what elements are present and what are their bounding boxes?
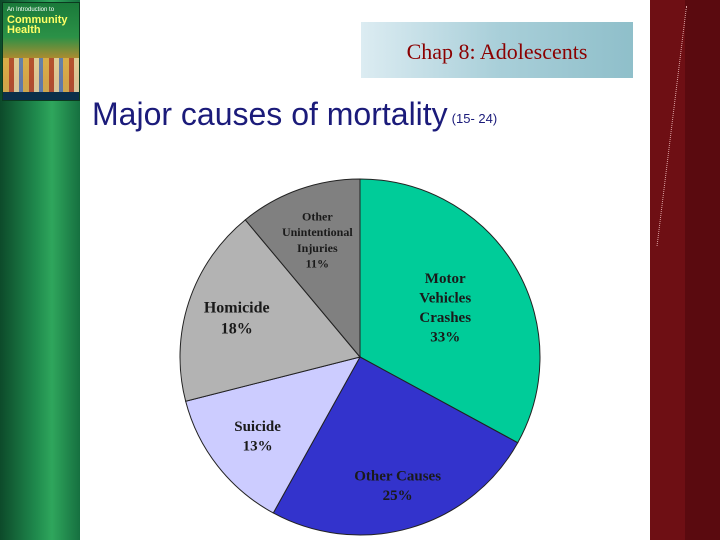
book-cover-image: An Introduction to Community Health	[2, 2, 80, 101]
pie-slice-label-line: Crashes	[419, 310, 471, 326]
pie-slice	[244, 178, 361, 359]
pie-slice-label: Motor Vehicles Crashes 33%	[419, 271, 471, 346]
book-cover-illustration	[3, 58, 79, 92]
pie-slice-value: 25%	[383, 488, 413, 504]
pie-slice-label-line: Other	[302, 210, 333, 224]
chapter-title-box: Chap 8: Adolescents	[361, 22, 633, 78]
pie-slice-label: Suicide 13%	[234, 419, 281, 455]
pie-slice-label-line: Suicide	[234, 419, 281, 435]
pie-slice	[359, 178, 541, 444]
pie-slice-value: 18%	[221, 320, 253, 337]
pie-slice-value: 11%	[306, 256, 329, 270]
pie-slice-label-line: Unintentional	[282, 225, 353, 239]
book-title-line1: Community	[7, 14, 68, 26]
book-subtitle: An Introduction to	[7, 7, 55, 13]
slide-heading-text: Major causes of mortality	[92, 96, 448, 132]
pie-slice-label-line: Injuries	[297, 241, 338, 255]
pie-slice-value: 13%	[243, 439, 273, 455]
pie-slice	[185, 356, 362, 514]
slide-heading: Major causes of mortality (15- 24)	[92, 96, 497, 133]
book-title-line2: Health	[7, 24, 41, 36]
pie-slice-label: Other Causes 25%	[354, 469, 441, 505]
chapter-title: Chap 8: Adolescents	[406, 39, 588, 64]
pie-slice-label: Homicide 18%	[204, 300, 270, 338]
pie-slice-label-line: Vehicles	[419, 291, 471, 307]
pie-slice-label-line: Other Causes	[354, 469, 441, 485]
pie-slice-label: Other Unintentional Injuries 11%	[282, 210, 353, 271]
pie-slice-label-line: Homicide	[204, 300, 270, 317]
pie-slice-value: 33%	[430, 330, 460, 346]
pie-slice-label-line: Motor	[425, 271, 466, 287]
pie-slice	[272, 356, 519, 536]
right-bar-inner	[685, 0, 720, 540]
right-decorative-bar	[650, 0, 720, 540]
age-range: (15- 24)	[451, 111, 498, 126]
pie-slice	[179, 219, 361, 402]
book-cover-strip	[3, 92, 79, 100]
book-title: Community Health	[7, 14, 68, 36]
